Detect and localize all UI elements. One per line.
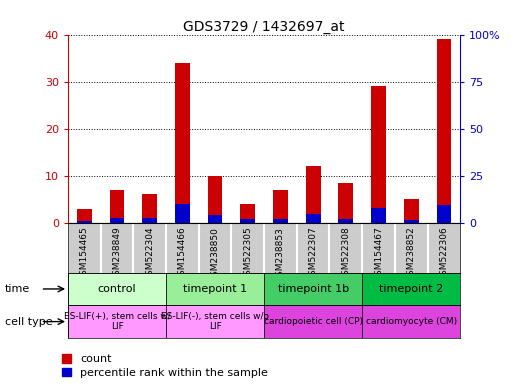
Bar bbox=[175, 63, 190, 223]
Text: cell type: cell type bbox=[5, 316, 53, 327]
Text: GSM522305: GSM522305 bbox=[243, 227, 252, 281]
Bar bbox=[68, 273, 166, 305]
Bar bbox=[166, 305, 264, 338]
Bar bbox=[77, 209, 92, 223]
Text: time: time bbox=[5, 284, 30, 294]
Bar bbox=[371, 86, 386, 223]
Bar bbox=[208, 176, 222, 223]
Bar bbox=[362, 273, 460, 305]
Bar bbox=[338, 219, 353, 223]
Text: GSM522304: GSM522304 bbox=[145, 227, 154, 281]
Text: GSM154465: GSM154465 bbox=[80, 227, 89, 281]
Bar bbox=[338, 183, 353, 223]
Bar bbox=[68, 305, 166, 338]
Bar bbox=[241, 219, 255, 223]
Bar bbox=[437, 205, 451, 223]
Text: timepoint 1b: timepoint 1b bbox=[278, 284, 349, 294]
Text: GSM522308: GSM522308 bbox=[342, 227, 350, 281]
Bar bbox=[306, 166, 321, 223]
Text: GSM238852: GSM238852 bbox=[407, 227, 416, 281]
Text: timepoint 2: timepoint 2 bbox=[379, 284, 444, 294]
Bar bbox=[166, 273, 264, 305]
Bar bbox=[273, 219, 288, 223]
Text: GSM238849: GSM238849 bbox=[112, 227, 121, 281]
Bar bbox=[110, 190, 124, 223]
Bar bbox=[264, 305, 362, 338]
Bar bbox=[142, 218, 157, 223]
Bar bbox=[404, 199, 418, 223]
Text: ES-LIF(+), stem cells w/
LIF: ES-LIF(+), stem cells w/ LIF bbox=[64, 312, 170, 331]
Bar bbox=[175, 204, 190, 223]
Text: cardiopoietic cell (CP): cardiopoietic cell (CP) bbox=[264, 317, 362, 326]
Bar bbox=[404, 220, 418, 223]
Bar bbox=[77, 221, 92, 223]
Text: GSM154466: GSM154466 bbox=[178, 227, 187, 281]
Text: GSM238850: GSM238850 bbox=[211, 227, 220, 281]
Bar bbox=[437, 39, 451, 223]
Text: GSM522307: GSM522307 bbox=[309, 227, 317, 281]
Bar bbox=[306, 214, 321, 223]
Text: ES-LIF(-), stem cells w/o
LIF: ES-LIF(-), stem cells w/o LIF bbox=[161, 312, 269, 331]
Title: GDS3729 / 1432697_at: GDS3729 / 1432697_at bbox=[184, 20, 345, 33]
Text: GSM522306: GSM522306 bbox=[439, 227, 448, 281]
Bar bbox=[241, 204, 255, 223]
Bar bbox=[110, 218, 124, 223]
Bar bbox=[273, 190, 288, 223]
Bar bbox=[371, 208, 386, 223]
Bar bbox=[264, 273, 362, 305]
Text: control: control bbox=[98, 284, 137, 294]
Text: GSM238853: GSM238853 bbox=[276, 227, 285, 281]
Text: cardiomyocyte (CM): cardiomyocyte (CM) bbox=[366, 317, 457, 326]
Bar bbox=[142, 195, 157, 223]
Legend: count, percentile rank within the sample: count, percentile rank within the sample bbox=[58, 350, 272, 382]
Text: GSM154467: GSM154467 bbox=[374, 227, 383, 281]
Bar bbox=[208, 215, 222, 223]
Bar bbox=[362, 305, 460, 338]
Text: timepoint 1: timepoint 1 bbox=[183, 284, 247, 294]
